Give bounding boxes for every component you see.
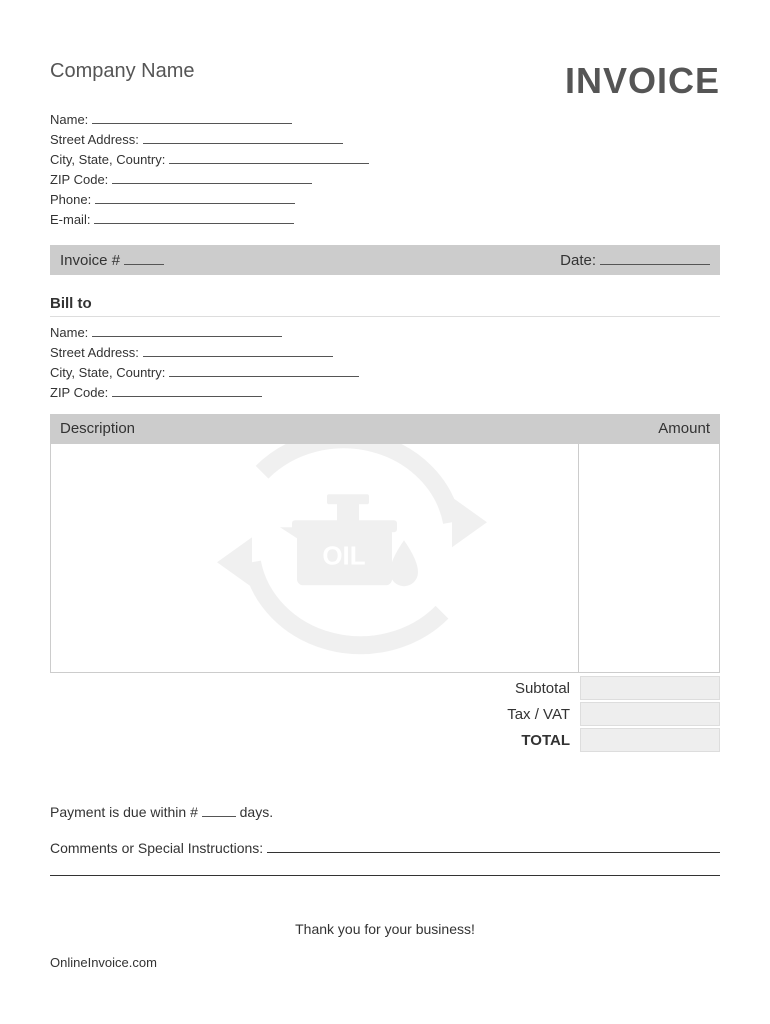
field-label: Invoice #: [60, 252, 120, 269]
billto-zip-field[interactable]: ZIP Code:: [50, 383, 720, 400]
column-description: Description: [50, 414, 580, 443]
billto-street-field[interactable]: Street Address:: [50, 343, 720, 360]
subtotal-row: Subtotal: [460, 676, 720, 700]
payment-prefix: Payment is due within #: [50, 804, 198, 820]
description-cell[interactable]: [51, 444, 579, 672]
company-name-field[interactable]: Name:: [50, 110, 720, 127]
bill-to-title: Bill to: [50, 295, 720, 317]
invoice-number-field[interactable]: Invoice #: [60, 251, 164, 269]
footer-site: OnlineInvoice.com: [50, 955, 720, 970]
field-label: Name:: [50, 325, 88, 340]
field-label: Date:: [560, 252, 596, 269]
subtotal-label: Subtotal: [460, 680, 580, 697]
field-label: ZIP Code:: [50, 172, 108, 187]
billto-city-field[interactable]: City, State, Country:: [50, 363, 720, 380]
input-underline[interactable]: [600, 251, 710, 265]
field-label: City, State, Country:: [50, 365, 165, 380]
tax-row: Tax / VAT: [460, 702, 720, 726]
line-items-body[interactable]: OIL: [50, 443, 720, 673]
total-label: TOTAL: [460, 732, 580, 749]
amount-cell[interactable]: [579, 444, 719, 672]
payment-terms-line: Payment is due within # days.: [50, 803, 720, 820]
tax-label: Tax / VAT: [460, 706, 580, 723]
subtotal-value[interactable]: [580, 676, 720, 700]
field-label: Phone:: [50, 192, 91, 207]
input-underline[interactable]: [124, 251, 164, 265]
input-underline[interactable]: [112, 170, 312, 184]
input-underline[interactable]: [112, 383, 262, 397]
field-label: ZIP Code:: [50, 385, 108, 400]
company-street-field[interactable]: Street Address:: [50, 130, 720, 147]
company-fields: Name: Street Address: City, State, Count…: [50, 110, 720, 227]
tax-value[interactable]: [580, 702, 720, 726]
line-items-header: Description Amount: [50, 414, 720, 443]
bill-to-fields: Name: Street Address: City, State, Count…: [50, 323, 720, 400]
invoice-date-field[interactable]: Date:: [560, 251, 710, 269]
billto-name-field[interactable]: Name:: [50, 323, 720, 340]
payment-suffix: days.: [240, 804, 273, 820]
input-underline[interactable]: [94, 210, 294, 224]
payment-days-input[interactable]: [202, 803, 236, 817]
input-underline[interactable]: [169, 363, 359, 377]
comments-input-line1[interactable]: [267, 852, 720, 853]
field-label: City, State, Country:: [50, 152, 165, 167]
field-label: Name:: [50, 112, 88, 127]
company-city-field[interactable]: City, State, Country:: [50, 150, 720, 167]
field-label: E-mail:: [50, 212, 90, 227]
comments-label: Comments or Special Instructions:: [50, 840, 263, 856]
company-zip-field[interactable]: ZIP Code:: [50, 170, 720, 187]
company-phone-field[interactable]: Phone:: [50, 190, 720, 207]
field-label: Street Address:: [50, 132, 139, 147]
column-amount: Amount: [580, 414, 720, 443]
input-underline[interactable]: [92, 323, 282, 337]
header-row: Company Name INVOICE: [50, 60, 720, 102]
input-underline[interactable]: [169, 150, 369, 164]
input-underline[interactable]: [143, 130, 343, 144]
company-email-field[interactable]: E-mail:: [50, 210, 720, 227]
input-underline[interactable]: [95, 190, 295, 204]
totals-section: Subtotal Tax / VAT TOTAL: [50, 675, 720, 753]
total-value[interactable]: [580, 728, 720, 752]
invoice-title: INVOICE: [565, 60, 720, 102]
comments-field[interactable]: Comments or Special Instructions:: [50, 840, 720, 856]
thank-you-text: Thank you for your business!: [50, 921, 720, 937]
comments-input-line2[interactable]: [50, 858, 720, 876]
company-name-label: Company Name: [50, 60, 195, 83]
field-label: Street Address:: [50, 345, 139, 360]
total-row: TOTAL: [460, 728, 720, 752]
invoice-meta-band: Invoice # Date:: [50, 245, 720, 275]
input-underline[interactable]: [143, 343, 333, 357]
input-underline[interactable]: [92, 110, 292, 124]
